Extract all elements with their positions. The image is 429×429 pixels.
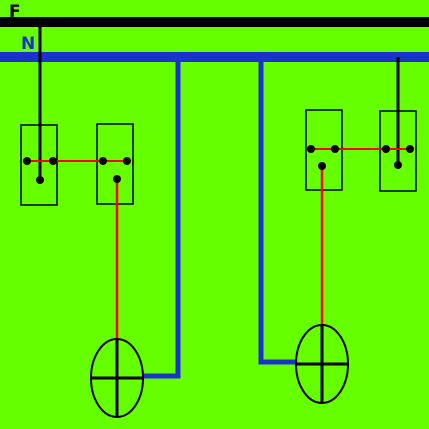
terminal-dot bbox=[394, 161, 402, 169]
circuit-left bbox=[20, 22, 181, 418]
terminal-dot bbox=[23, 157, 31, 165]
switch-box-right-2 bbox=[379, 110, 417, 192]
neutral-return-right bbox=[258, 57, 296, 365]
terminal-dot bbox=[406, 145, 414, 153]
terminal-dot bbox=[307, 145, 315, 153]
neutral-rail bbox=[0, 52, 429, 62]
switch-box-left-1 bbox=[20, 124, 58, 206]
neutral-rail-label: N bbox=[21, 34, 35, 54]
terminal-dot bbox=[113, 175, 121, 183]
lamp-right-icon bbox=[295, 324, 349, 404]
terminal-dot bbox=[382, 145, 390, 153]
terminal-dot bbox=[123, 157, 131, 165]
phase-rail bbox=[0, 17, 429, 27]
terminal-dot bbox=[49, 157, 57, 165]
terminal-dot bbox=[331, 145, 339, 153]
terminal-dot bbox=[318, 162, 326, 170]
terminal-dot bbox=[36, 176, 44, 184]
neutral-return-left bbox=[143, 54, 181, 379]
circuit-right bbox=[258, 57, 417, 404]
switch-box-left-2 bbox=[96, 123, 134, 205]
terminal-dot bbox=[99, 157, 107, 165]
phase-rail-label: F bbox=[9, 2, 21, 22]
lamp-left-icon bbox=[90, 338, 144, 418]
